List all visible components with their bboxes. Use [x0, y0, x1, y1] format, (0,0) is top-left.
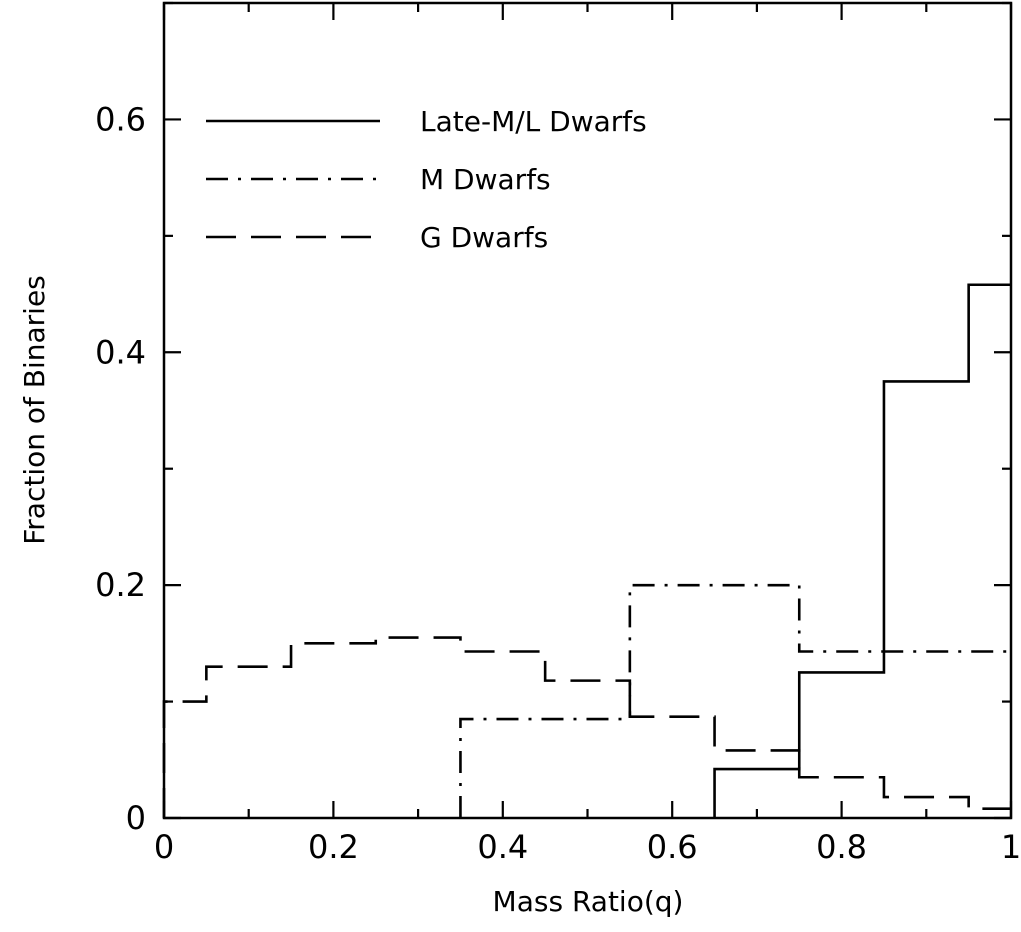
legend-label-2: G Dwarfs — [420, 221, 548, 254]
x-tick-label: 0.4 — [477, 828, 528, 866]
tick-labels: 0 0.2 0.4 0.6 0.8 1 0 0.2 0.4 0.6 — [95, 100, 1021, 866]
series-late-m-l-dwarfs-line — [713, 283, 1011, 818]
series-layer — [162, 283, 1011, 818]
y-tick-label: 0.4 — [95, 333, 146, 371]
y-tick-label: 0.6 — [95, 100, 146, 138]
legend-label-0: Late-M/L Dwarfs — [420, 105, 647, 138]
y-tick-label: 0 — [126, 799, 146, 837]
series-m-dwarfs-line — [459, 583, 1011, 818]
x-tick-label: 0.6 — [647, 828, 698, 866]
series-g-dwarfs-line — [162, 636, 1011, 818]
legend-label-1: M Dwarfs — [420, 163, 551, 196]
legend: Late-M/L Dwarfs M Dwarfs G Dwarfs — [206, 105, 647, 254]
x-axis-title: Mass Ratio(q) — [493, 885, 684, 918]
x-tick-label: 1 — [1001, 828, 1021, 866]
x-tick-label: 0.8 — [816, 828, 867, 866]
axis-ticks — [162, 1, 1013, 820]
y-axis-title: Fraction of Binaries — [18, 275, 51, 545]
y-tick-label: 0.2 — [95, 566, 146, 604]
x-tick-label: 0.2 — [308, 828, 359, 866]
x-tick-label: 0 — [154, 828, 174, 866]
